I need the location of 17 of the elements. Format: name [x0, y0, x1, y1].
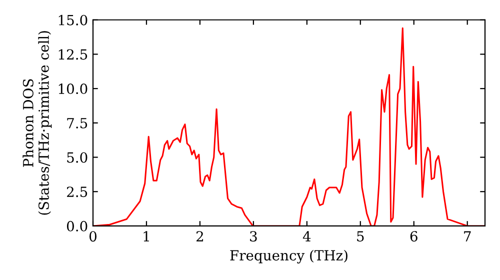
x-tick-label: 7 [464, 231, 471, 242]
x-tick-label: 3 [250, 231, 257, 242]
y-tick-label: 2.5 [66, 186, 88, 198]
x-axis-title: Frequency (THz) [230, 250, 348, 264]
y-tick-label: 5.0 [67, 152, 88, 163]
y-tick-label: 10.0 [58, 84, 88, 94]
y-tick-label: 0.0 [66, 220, 88, 232]
y-tick-label: 7.5 [67, 118, 88, 128]
y-tick-label: 15.0 [58, 14, 88, 26]
x-tick-label: 2 [196, 231, 204, 242]
x-tick-label: 4 [302, 231, 311, 242]
y-tick-label: 12.5 [58, 49, 88, 60]
x-tick-label: 1 [144, 231, 149, 242]
y-axis-title: Phonon DOS (States/THz·primitive cell) [22, 31, 52, 215]
x-tick-label: 0 [89, 231, 96, 242]
x-tick-label: 6 [410, 231, 418, 242]
x-tick-label: 5 [357, 231, 364, 242]
